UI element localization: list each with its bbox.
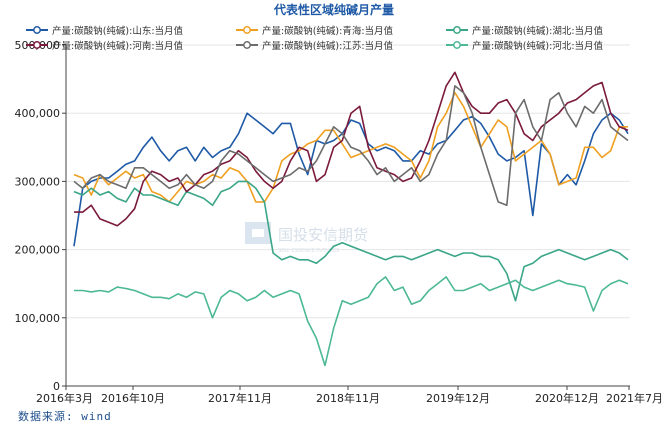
- x-tick-label: 2018年11月: [316, 391, 380, 405]
- chart-title: 代表性区域纯碱月产量: [273, 2, 394, 17]
- x-tick-label: 2017年11月: [208, 391, 272, 405]
- legend-marker: [243, 26, 251, 34]
- series-line-0: [73, 112, 629, 247]
- y-tick-label: 200,000: [15, 244, 61, 257]
- y-tick-label: 100,000: [15, 312, 61, 325]
- legend-label: 产量:碳酸钠(纯碱):河南:当月值: [52, 40, 184, 52]
- legend-label: 产量:碳酸钠(纯碱):山东:当月值: [52, 25, 184, 37]
- series-line-1: [73, 91, 628, 203]
- watermark-logo: [245, 222, 271, 244]
- legend-marker: [243, 41, 251, 49]
- x-tick-label: 2021年7月: [606, 391, 663, 405]
- watermark: 国投安信期货 SDIC ESSENCE FUTURES: [245, 222, 368, 254]
- series-line-2: [73, 180, 629, 302]
- watermark-subtext: SDIC ESSENCE FUTURES: [278, 248, 339, 254]
- legend-label: 产量:碳酸钠(纯碱):江苏:当月值: [262, 40, 394, 52]
- watermark-text: 国投安信期货: [278, 226, 368, 244]
- legend-marker: [453, 41, 461, 49]
- legend-marker: [33, 26, 41, 34]
- x-tick-label: 2020年12月: [535, 391, 599, 405]
- x-tick-label: 2019年12月: [426, 391, 490, 405]
- source-note: 数据来源: wind: [18, 410, 112, 423]
- x-tick-label: 2016年10月: [101, 391, 165, 405]
- legend-label: 产量:碳酸钠(纯碱):湖北:当月值: [472, 25, 604, 37]
- y-tick-label: 300,000: [15, 175, 61, 188]
- series-line-4: [73, 85, 629, 207]
- legend-label: 产量:碳酸钠(纯碱):河北:当月值: [472, 40, 604, 52]
- y-tick-label: 400,000: [15, 107, 61, 120]
- legend-marker: [33, 41, 41, 49]
- legend-marker: [453, 26, 461, 34]
- y-tick-label: 0: [53, 380, 60, 393]
- series-line-5: [74, 276, 629, 367]
- legend-label: 产量:碳酸钠(纯碱):青海:当月值: [262, 25, 394, 37]
- series-line-3: [74, 71, 629, 227]
- x-tick-label: 2016年3月: [36, 391, 93, 405]
